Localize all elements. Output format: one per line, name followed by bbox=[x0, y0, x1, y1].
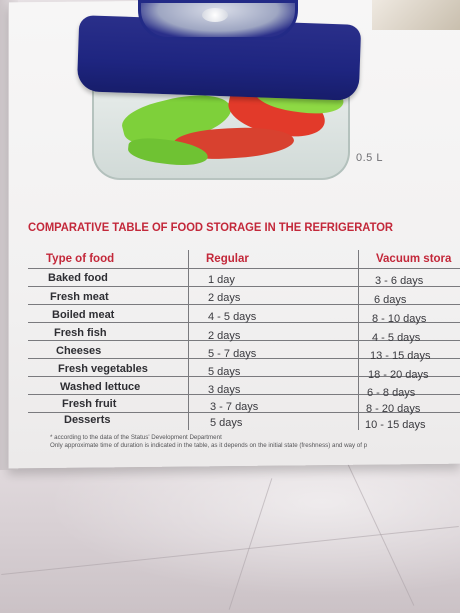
table-cell-regular: 4 - 5 days bbox=[208, 311, 257, 323]
vacuum-container-illustration bbox=[76, 0, 362, 190]
table-rule bbox=[28, 412, 460, 413]
table-cell-food: Cheeses bbox=[56, 345, 102, 357]
table-cell-vacuum: 4 - 5 days bbox=[372, 332, 421, 344]
table-title: COMPARATIVE TABLE OF FOOD STORAGE IN THE… bbox=[28, 220, 394, 234]
vacuum-valve bbox=[138, 0, 298, 40]
valve-knob bbox=[202, 8, 228, 22]
table-cell-regular: 5 days bbox=[208, 366, 241, 378]
footnote: * according to the data of the Status' D… bbox=[50, 434, 460, 450]
table-cell-vacuum: 8 - 20 days bbox=[366, 403, 421, 415]
table-cell-regular: 2 days bbox=[208, 292, 241, 304]
column-header-vacuum: Vacuum stora bbox=[376, 253, 452, 265]
table-cell-regular: 5 days bbox=[210, 417, 243, 429]
table-rule bbox=[28, 340, 460, 341]
table-cell-vacuum: 18 - 20 days bbox=[368, 369, 429, 381]
table-cell-vacuum: 6 days bbox=[374, 294, 407, 306]
table-rule bbox=[28, 268, 460, 269]
footnote-line-2: Only approximate time of duration is ind… bbox=[50, 442, 368, 449]
table-cell-food: Fresh meat bbox=[50, 291, 109, 303]
column-header-regular: Regular bbox=[206, 253, 249, 265]
table-cell-food: Fresh vegetables bbox=[58, 363, 148, 375]
table-cell-vacuum: 6 - 8 days bbox=[367, 387, 416, 399]
footnote-line-1: * according to the data of the Status' D… bbox=[50, 434, 222, 441]
table-cell-food: Desserts bbox=[64, 414, 111, 426]
table-cell-regular: 5 - 7 days bbox=[208, 348, 257, 360]
background-object bbox=[372, 0, 460, 30]
table-cell-regular: 3 days bbox=[208, 384, 241, 396]
table-divider bbox=[358, 250, 359, 430]
table-rule bbox=[28, 322, 460, 323]
table-cell-food: Washed lettuce bbox=[60, 381, 141, 393]
table-divider bbox=[188, 250, 189, 430]
capacity-label: 0.5 L bbox=[356, 152, 383, 164]
table-cell-vacuum: 3 - 6 days bbox=[375, 275, 424, 287]
table-cell-vacuum: 13 - 15 days bbox=[370, 350, 431, 362]
floor-background bbox=[0, 455, 460, 613]
storage-table: Type of food Regular Vacuum stora Baked … bbox=[28, 250, 460, 431]
table-cell-vacuum: 10 - 15 days bbox=[365, 419, 426, 431]
table-cell-regular: 3 - 7 days bbox=[210, 401, 259, 413]
table-cell-vacuum: 8 - 10 days bbox=[372, 313, 427, 325]
table-cell-regular: 2 days bbox=[208, 330, 241, 342]
table-cell-food: Boiled meat bbox=[52, 309, 115, 321]
table-cell-food: Fresh fish bbox=[54, 327, 107, 339]
table-cell-regular: 1 day bbox=[208, 274, 235, 286]
table-rule bbox=[28, 286, 460, 287]
table-cell-food: Baked food bbox=[48, 272, 108, 284]
table-rule bbox=[28, 358, 460, 359]
table-rule bbox=[28, 394, 460, 395]
table-cell-food: Fresh fruit bbox=[62, 398, 117, 410]
table-rule bbox=[28, 304, 460, 305]
column-header-food-type: Type of food bbox=[46, 253, 115, 265]
table-rule bbox=[28, 376, 460, 377]
